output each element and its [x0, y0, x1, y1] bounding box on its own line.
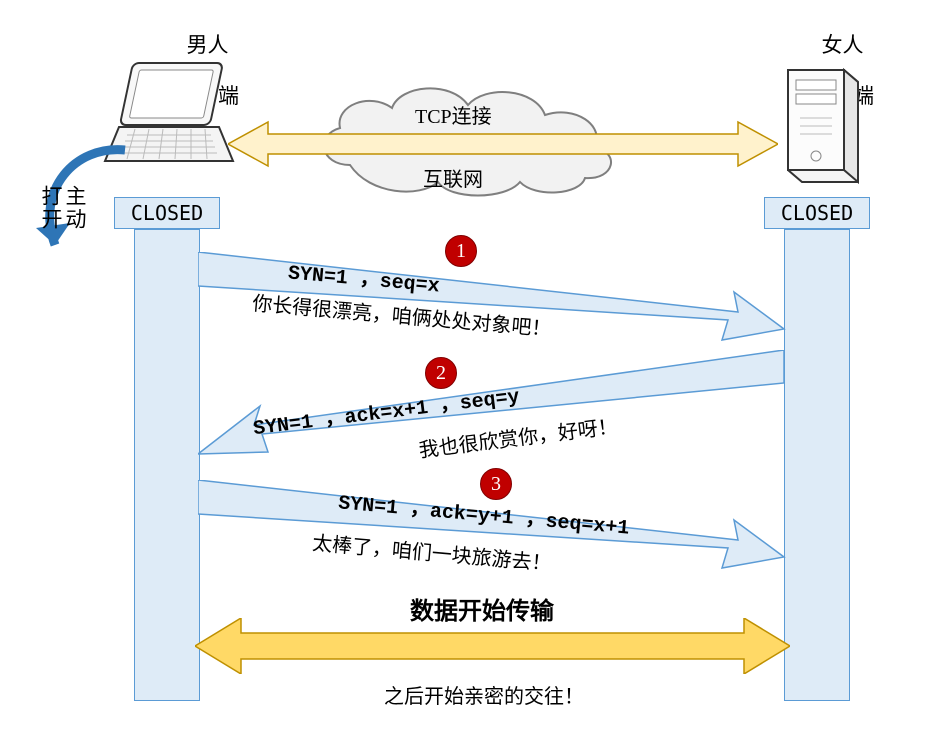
client-state-text: CLOSED [131, 201, 203, 225]
step-circle-1: 1 [445, 235, 477, 267]
data-transfer-arrow [195, 618, 790, 674]
open-text-2: 打开 [36, 185, 66, 231]
step-circle-2: 2 [425, 357, 457, 389]
client-lifeline [134, 229, 200, 701]
step-num-1: 1 [456, 240, 466, 263]
connection-arrow [228, 120, 778, 168]
server-state-text: CLOSED [781, 201, 853, 225]
server-role: 女人 [822, 33, 864, 57]
server-icon [770, 60, 880, 190]
client-role: 男人 [187, 33, 229, 57]
step-num-3: 3 [491, 473, 501, 496]
data-transfer-title: 数据开始传输 [410, 591, 554, 626]
data-transfer-hum: 之后开始亲密的交往！ [384, 680, 584, 709]
step-circle-3: 3 [480, 468, 512, 500]
server-state-box: CLOSED [764, 197, 870, 229]
client-state-box: CLOSED [114, 197, 220, 229]
step-num-2: 2 [436, 362, 446, 385]
server-lifeline [784, 229, 850, 701]
